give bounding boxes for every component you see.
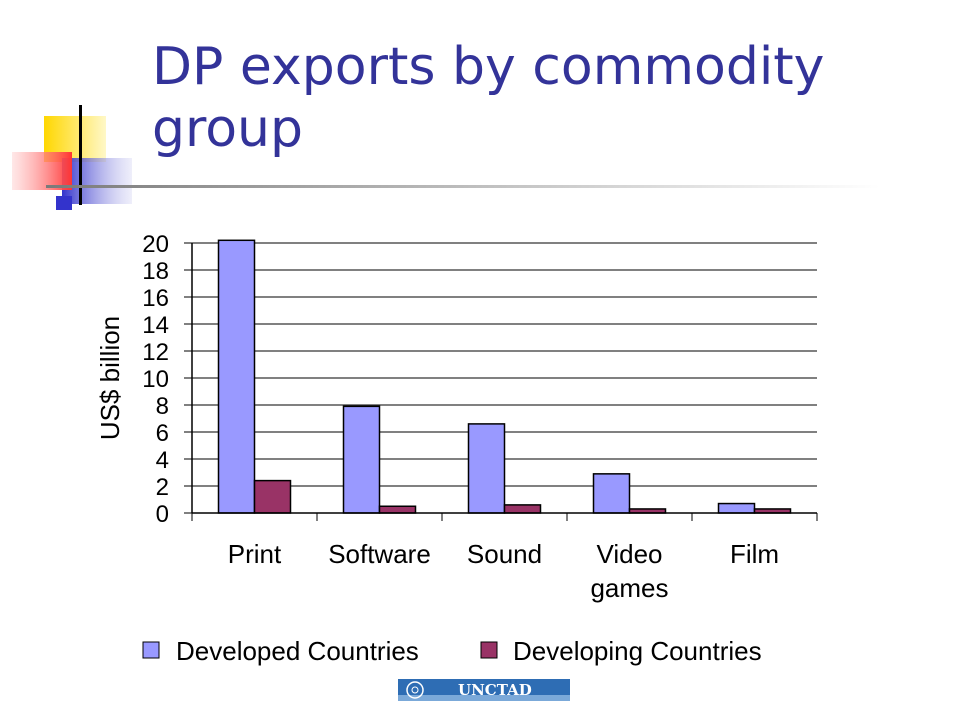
unctad-logo: UNCTAD <box>398 679 570 701</box>
x-tick-label: Print <box>228 539 282 569</box>
bar-developed-sound <box>467 423 506 514</box>
y-tick-label: 2 <box>156 474 169 501</box>
x-tick-label: Video games <box>590 539 668 603</box>
bar-developed-software <box>342 405 381 514</box>
bar-developing-print <box>253 479 292 514</box>
legend-swatch-developing <box>480 641 498 659</box>
legend-swatch-developed <box>142 641 160 659</box>
y-tick-label: 16 <box>142 285 169 312</box>
legend-label-developing: Developing Countries <box>513 636 762 666</box>
legend: Developed Countries Developing Countries <box>142 636 762 666</box>
bar-developed-print <box>217 239 256 514</box>
bar-developing-software <box>378 505 417 514</box>
y-tick-label: 8 <box>156 393 169 420</box>
title-decoration <box>12 105 880 210</box>
x-tick-label: Film <box>730 539 779 569</box>
bar-developed-film <box>717 502 756 514</box>
y-tick-label: 10 <box>142 366 169 393</box>
y-tick-label: 12 <box>142 339 169 366</box>
x-tick-label: Sound <box>467 539 542 569</box>
y-tick-label: 4 <box>156 447 169 474</box>
y-axis-label: US$ billion <box>95 316 125 440</box>
deco-title-underline <box>46 185 880 188</box>
un-emblem-icon <box>406 681 424 699</box>
bars <box>217 239 792 514</box>
y-tick-label: 20 <box>142 231 169 258</box>
deco-blue-square <box>62 158 132 204</box>
deco-vertical-line <box>79 105 82 205</box>
slide-title: DP exports by commodity group <box>152 37 825 159</box>
y-tick-label: 6 <box>156 420 169 447</box>
deco-blue-small-square <box>56 196 72 210</box>
deco-red-square <box>12 152 72 190</box>
x-tick-label: Software <box>328 539 431 569</box>
bar-developed-video-games <box>592 473 631 514</box>
legend-label-developed: Developed Countries <box>176 636 419 666</box>
y-tick-label: 0 <box>156 501 169 528</box>
unctad-logo-text: UNCTAD <box>458 681 532 699</box>
y-tick-label: 18 <box>142 258 169 285</box>
x-tick-labels: Print Software Sound Video games Film <box>228 539 779 603</box>
bar-developing-sound <box>503 504 542 514</box>
axes <box>191 243 818 521</box>
y-tick-label: 14 <box>142 312 169 339</box>
